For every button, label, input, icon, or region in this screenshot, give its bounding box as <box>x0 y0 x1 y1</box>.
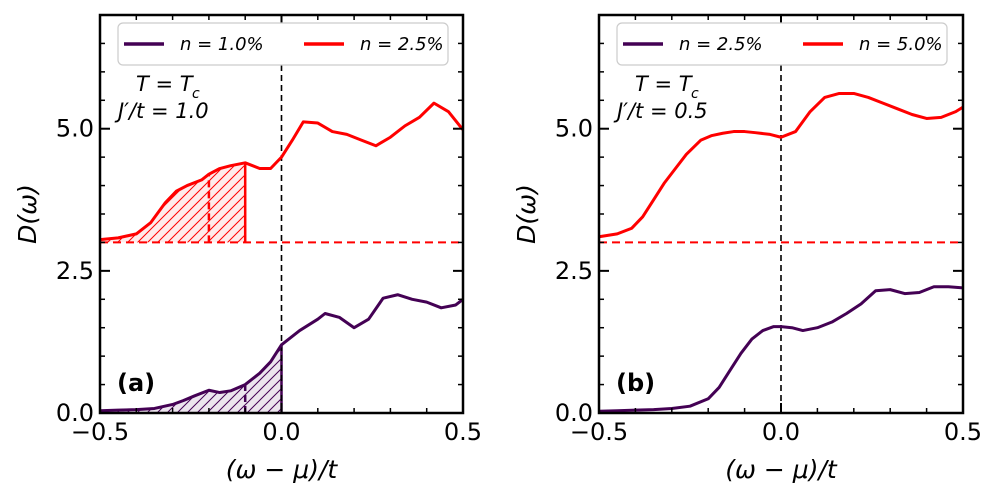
annotation-coupling: J′/t = 0.5 <box>613 99 708 123</box>
legend-box <box>117 22 449 66</box>
legend-label-0: n = 1.0% <box>180 34 264 55</box>
panel-label: (b) <box>616 369 655 397</box>
legend-label-0: n = 2.5% <box>679 34 763 55</box>
y-tick-label: 2.5 <box>56 257 94 285</box>
x-tick-label: 0.0 <box>262 418 300 446</box>
y-tick-label: 0.0 <box>56 399 94 427</box>
annotation-temperature-subscript: c <box>192 86 200 102</box>
legend: n = 1.0% n = 2.5% <box>117 22 449 66</box>
y-tick-label: 5.0 <box>555 115 593 143</box>
annotation-temperature: T = T <box>635 72 694 96</box>
panel-b: −0.5 0.0 0.50.02.55.0(ω − μ)/tD(ω)n = 2.5%… <box>512 13 982 484</box>
panel-a: −0.5 0.0 0.50.02.55.0(ω − μ)/tD(ω)n = 1.0%… <box>13 13 482 484</box>
x-tick-label: 0.0 <box>762 418 800 446</box>
y-axis-label: D(ω) <box>13 184 42 244</box>
y-tick-label: 5.0 <box>56 115 94 143</box>
legend-label-1: n = 5.0% <box>859 34 943 55</box>
series-line-purple <box>99 293 464 413</box>
y-tick-label: 2.5 <box>555 257 593 285</box>
x-axis-label: (ω − μ)/t <box>725 455 838 484</box>
x-tick-label: −0.5 <box>71 418 129 446</box>
legend-label-1: n = 2.5% <box>360 34 444 55</box>
legend: n = 2.5% n = 5.0% <box>616 22 948 66</box>
series-line-red <box>99 101 465 242</box>
x-tick-label: 0.5 <box>444 418 482 446</box>
series-line-purple <box>598 285 964 413</box>
annotation-coupling: J′/t = 1.0 <box>114 99 209 123</box>
shaded-region <box>100 344 282 413</box>
y-axis-label: D(ω) <box>512 184 541 244</box>
y-tick-label: 0.0 <box>555 399 593 427</box>
series-line-red <box>598 91 964 239</box>
panel-label: (a) <box>117 369 155 397</box>
annotation-temperature-subscript: c <box>691 86 699 102</box>
x-axis-label: (ω − μ)/t <box>226 455 339 484</box>
legend-box <box>616 22 948 66</box>
x-tick-label: −0.5 <box>570 418 628 446</box>
shaded-region <box>100 162 246 243</box>
annotation-temperature: T = T <box>136 72 195 96</box>
x-tick-label: 0.5 <box>944 418 982 446</box>
